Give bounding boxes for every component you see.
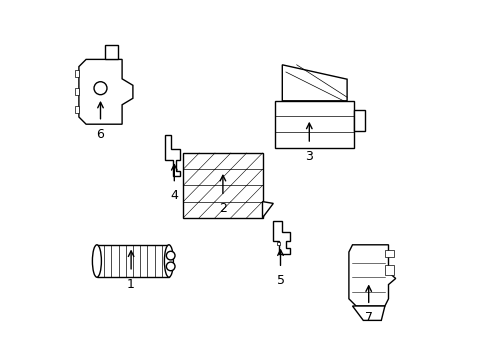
Polygon shape <box>165 135 179 176</box>
Bar <box>75 70 79 77</box>
Polygon shape <box>104 45 118 59</box>
Bar <box>75 106 79 113</box>
Bar <box>276 242 279 245</box>
Text: 3: 3 <box>305 150 313 163</box>
Bar <box>354 110 365 131</box>
Text: 4: 4 <box>170 189 178 202</box>
Circle shape <box>94 82 107 95</box>
Ellipse shape <box>92 245 101 277</box>
Polygon shape <box>282 65 346 101</box>
Polygon shape <box>352 306 384 320</box>
Polygon shape <box>262 202 273 218</box>
Text: 5: 5 <box>276 274 284 287</box>
Bar <box>97 245 168 277</box>
Text: 1: 1 <box>127 278 135 291</box>
Polygon shape <box>273 221 289 254</box>
Polygon shape <box>79 59 133 124</box>
Text: 6: 6 <box>96 128 104 141</box>
Bar <box>275 101 354 148</box>
Bar <box>75 88 79 95</box>
Polygon shape <box>348 245 395 306</box>
Text: 2: 2 <box>219 202 226 215</box>
Bar <box>183 153 262 218</box>
Bar <box>384 250 393 257</box>
Text: 7: 7 <box>364 311 372 324</box>
Ellipse shape <box>164 245 173 277</box>
Bar <box>384 265 393 275</box>
Circle shape <box>166 251 175 260</box>
Circle shape <box>166 262 175 271</box>
